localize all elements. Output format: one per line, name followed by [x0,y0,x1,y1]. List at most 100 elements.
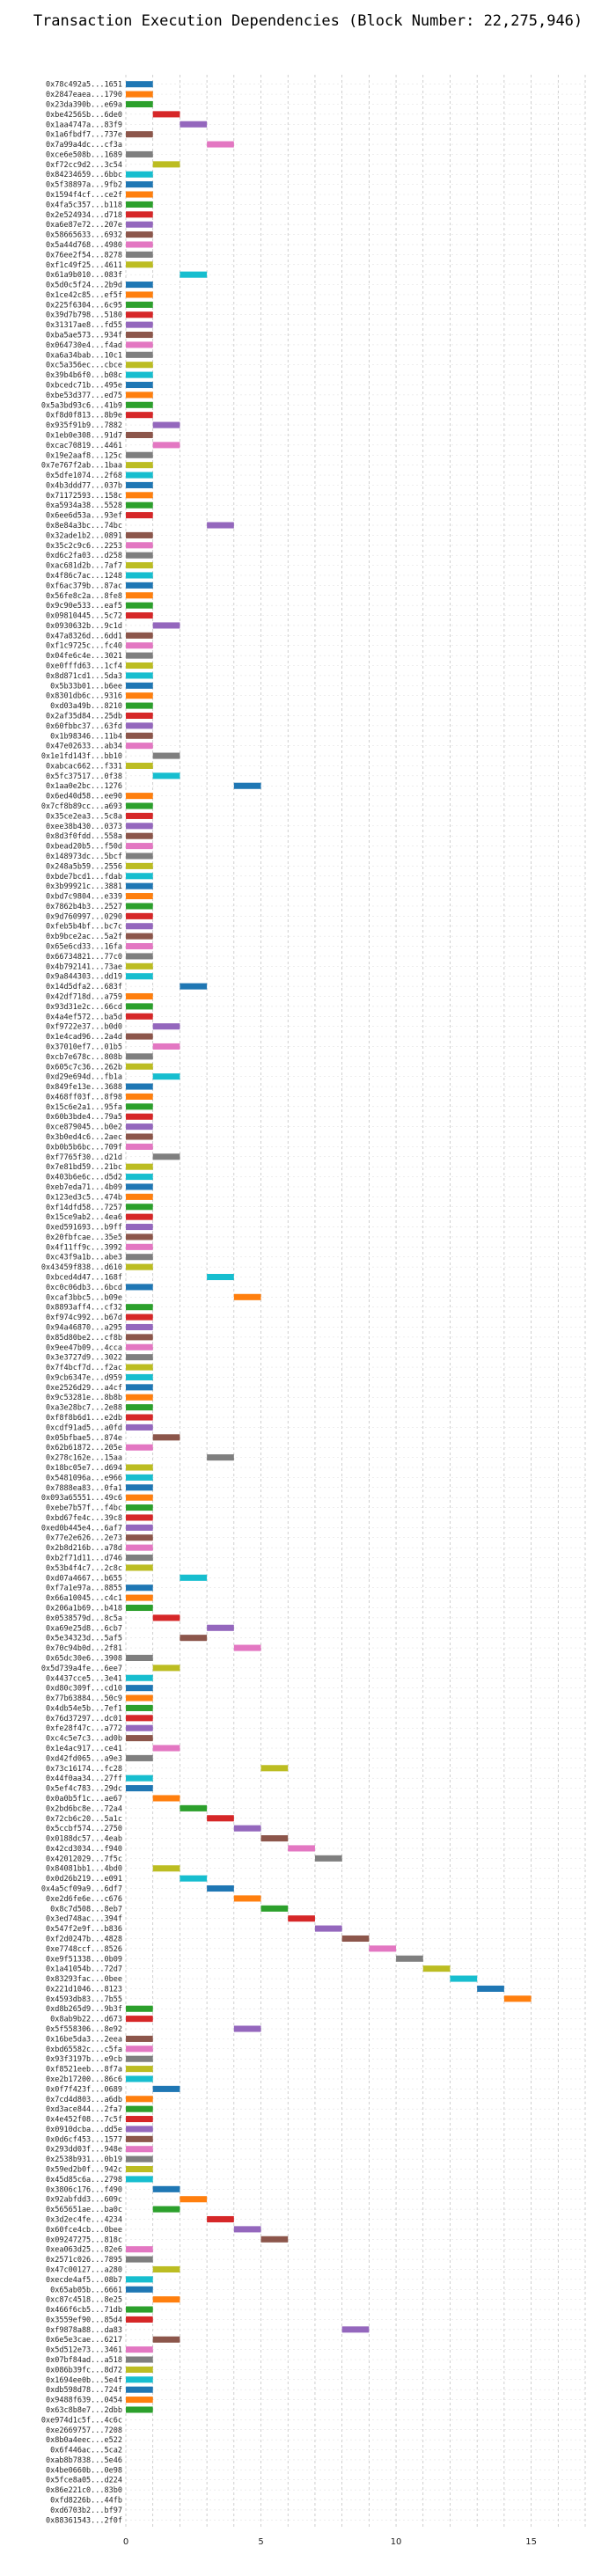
bar [126,181,153,188]
bar [126,862,153,869]
y-tick-label: 0x8301db6c...9316 [46,692,122,701]
y-tick-label: 0x83293fac...0bee [46,1975,122,1984]
bar [126,1113,153,1120]
bar [126,401,153,408]
bar [126,1314,153,1321]
y-tick-label: 0x565651ae...ba0c [46,2206,122,2214]
bar [152,2296,180,2303]
bar [126,1785,153,1792]
bar [126,1143,153,1150]
y-tick-label: 0x849fe13e...3688 [46,1083,122,1092]
y-tick-label: 0xc4c5e7c3...ad0b [46,1735,122,1744]
y-tick-label: 0xa6a34bab...10c1 [46,351,122,360]
x-tick-label: 15 [525,2537,537,2547]
bar [126,1704,153,1711]
bar [126,2075,153,2082]
y-tick-label: 0x76d37297...dc01 [46,1715,122,1723]
y-tick-label: 0x4a5cf09a9...6df7 [41,1885,122,1894]
y-tick-label: 0x7862b4b3...2527 [46,903,122,911]
y-tick-label: 0x4f11ff9c...3992 [46,1243,122,1252]
bar [477,1985,504,1992]
y-tick-label: 0x9a844303...dd19 [46,973,122,982]
bar [233,1895,261,1902]
bar [152,1073,180,1080]
y-tick-label: 0x42df718d...a759 [46,993,122,1002]
y-tick-label: 0x65e6cd33...16fa [46,943,122,952]
y-tick-label: 0xa5934a38...5528 [46,501,122,510]
y-tick-label: 0x84081bb1...4bd0 [46,1865,122,1874]
y-tick-label: 0xabcac662...f331 [46,762,122,771]
y-tick-label: 0x86e221c0...83b0 [46,2486,122,2495]
bar [126,762,153,769]
y-tick-label: 0x43459f838...d610 [41,1263,122,1272]
y-tick-label: 0x05bfbae5...874e [46,1434,122,1443]
y-tick-label: 0x064730e4...f4ad [46,341,122,350]
bar [126,572,153,579]
bar [126,362,153,369]
y-tick-label: 0x5481096a...e966 [46,1474,122,1482]
y-tick-label: 0xbd65582c...c5fa [46,2045,122,2054]
y-tick-label: 0x5d0c5f24...2b9d [46,282,122,290]
bar [126,1224,153,1231]
bar [207,141,234,148]
y-tick-label: 0x14d5dfa2...683f [46,983,122,992]
bar [126,2176,153,2183]
y-tick-label: 0x94a46870...a295 [46,1323,122,1332]
bar [180,1804,208,1811]
x-tick-label: 10 [391,2537,402,2547]
y-tick-label: 0x1a6fbdf7...737e [46,131,122,140]
bar [126,512,153,519]
y-tick-label: 0x206a1b69...b418 [46,1605,122,1614]
y-tick-label: 0x225f6304...6c95 [46,301,122,310]
bar [126,1304,153,1311]
y-tick-label: 0x8ab9b22...d673 [50,2016,122,2024]
y-tick-label: 0xbde7bcd1...fdab [46,873,122,882]
bar [126,1334,153,1341]
y-tick-label: 0x23da390b...e69a [46,100,122,109]
y-tick-label: 0x9cb6347e...d959 [46,1373,122,1382]
bar [126,843,153,850]
bar [126,592,153,599]
y-tick-label: 0x0910dcba...dd5e [46,2126,122,2134]
y-tick-label: 0x605c7c36...262b [46,1063,122,1072]
y-tick-label: 0x5fc37517...0f38 [46,772,122,781]
bar [126,191,153,198]
bar [126,962,153,970]
y-tick-label: 0x71172593...158c [46,492,122,501]
y-tick-label: 0x1e1fd143f...bb10 [41,752,122,761]
bar [126,2135,153,2142]
bar [180,1574,208,1581]
y-tick-label: 0xcac70819...4461 [46,442,122,450]
y-tick-label: 0xce6e508b...1689 [46,150,122,159]
y-tick-label: 0x4be0660b...0e98 [46,2466,122,2475]
bar [152,1614,180,1621]
y-tick-label: 0x8d3f0fdd...558a [46,832,122,841]
bar [126,692,153,699]
bar [126,562,153,569]
y-tick-label: 0x123ed3c5...474b [46,1193,122,1202]
y-tick-label: 0x2af35d84...25db [46,712,122,721]
y-tick-label: 0x3b0ed4c6...2aec [46,1133,122,1142]
y-tick-label: 0x5e34323d...5af5 [46,1635,122,1643]
bar [207,2215,234,2223]
bar [126,1063,153,1070]
bar [207,1454,234,1461]
bar [126,1754,153,1761]
y-tick-label: 0x1694ee0b...5e4f [46,2376,122,2385]
y-tick-label: 0x0188dc57...4eab [46,1835,122,1844]
bar [126,832,153,839]
y-tick-label: 0x65ab05b...6661 [50,2286,122,2294]
bar [126,2066,153,2073]
bar [126,1123,153,1131]
y-tick-label: 0xc5a356ec...cbce [46,362,122,370]
y-tick-label: 0x92abfdd3...609c [46,2196,122,2205]
bar [126,1735,153,1742]
bar [126,481,153,488]
bar [152,1865,180,1872]
y-tick-label: 0x293dd03f...948e [46,2146,122,2155]
bar [126,1163,153,1170]
y-tick-label: 0x18bc05e7...d694 [46,1464,122,1473]
bar [260,1905,289,1912]
bar [126,1724,153,1731]
y-tick-label: 0x4437cce5...3e41 [46,1674,122,1683]
